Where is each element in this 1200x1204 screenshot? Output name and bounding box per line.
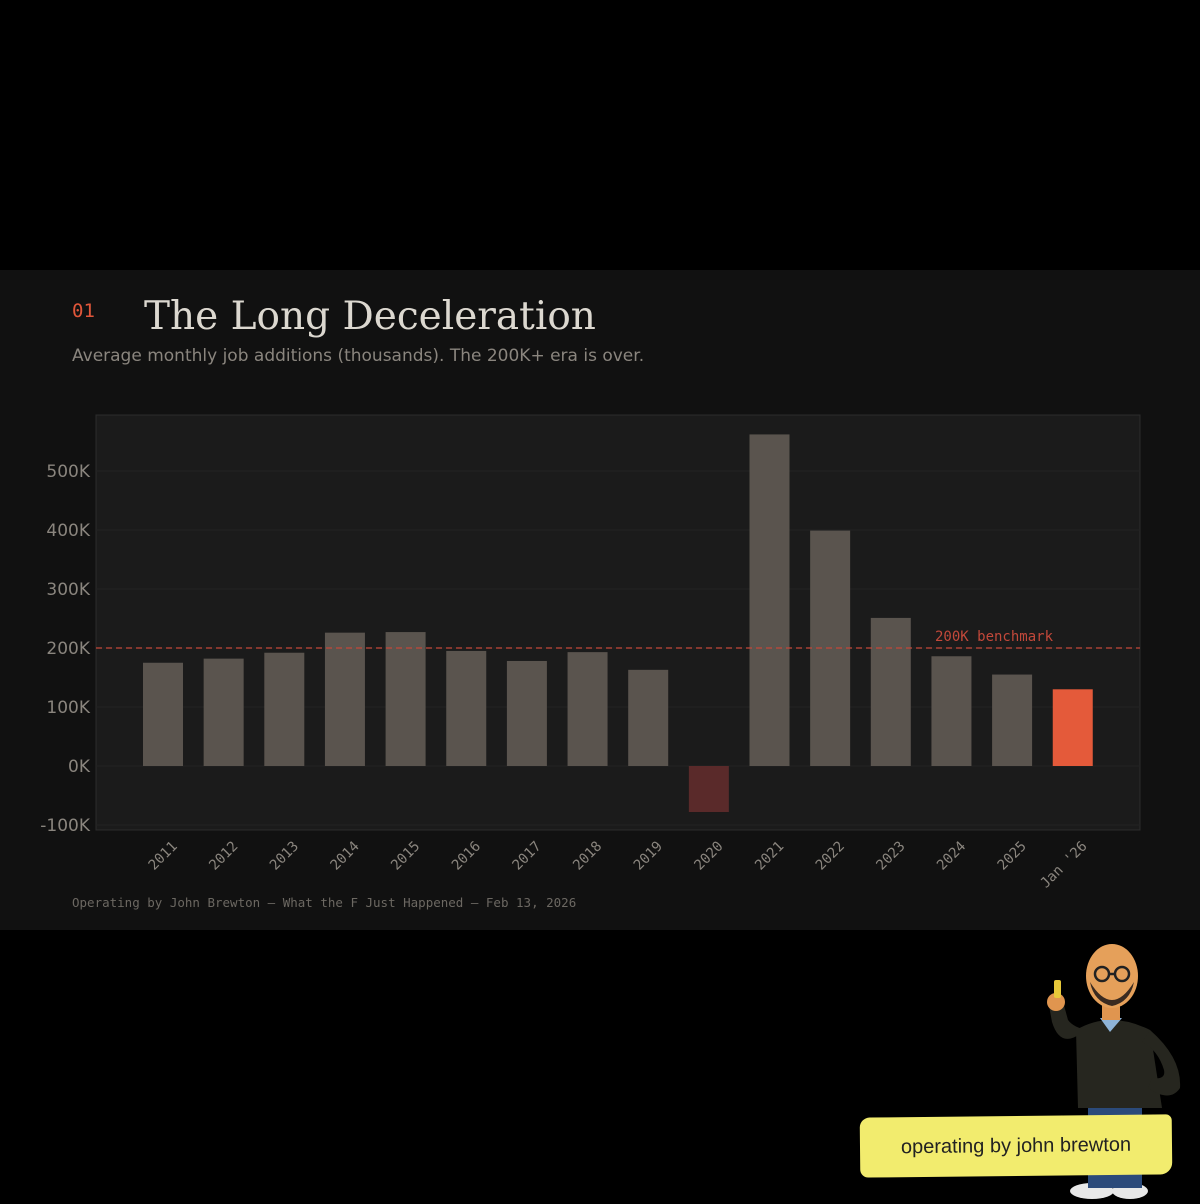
bar-2016	[446, 650, 487, 766]
plot-area	[95, 414, 1141, 831]
y-tick-label: 300K	[46, 580, 90, 600]
bar-chart: -100K 0K 100K 200K 300K 400K 500K 200K benchmar…	[40, 414, 1141, 891]
x-tick-label: 2015	[388, 838, 423, 873]
bar-2021	[749, 434, 790, 766]
x-tick-label: 2011	[146, 838, 181, 873]
badge-text: operating by john brewton	[900, 1133, 1132, 1158]
y-tick-label: 500K	[46, 462, 90, 482]
y-tick-label: 400K	[46, 521, 90, 541]
bar-2013	[264, 652, 305, 766]
x-tick-label: 2019	[631, 838, 666, 873]
x-tick-label: 2023	[873, 838, 908, 873]
chart-title: The Long Deceleration	[144, 294, 596, 339]
x-tick-label: 2020	[691, 838, 726, 873]
bar-2011	[143, 662, 183, 766]
x-tick-label: 2012	[206, 838, 241, 873]
x-tick-label: 2014	[328, 838, 363, 873]
y-tick-label: 200K	[46, 639, 90, 659]
bar-2017	[506, 660, 547, 766]
bar-2020	[688, 766, 729, 813]
bar-2018	[567, 652, 608, 766]
footer-credit: Operating by John Brewton — What the F J…	[72, 895, 577, 910]
y-tick-label: 100K	[46, 698, 90, 718]
x-tick-label: 2024	[934, 838, 969, 873]
bar-2014	[324, 632, 365, 766]
bar-2025	[992, 674, 1033, 766]
y-tick-label: 0K	[68, 757, 91, 777]
x-tick-label: 2021	[752, 838, 787, 873]
chart-subtitle: Average monthly job additions (thousands…	[72, 346, 645, 366]
author-badge: operating by john brewton	[859, 1114, 1173, 1178]
bar-jan26	[1052, 689, 1093, 766]
x-tick-label: Jan '26	[1037, 838, 1090, 891]
section-number: 01	[72, 300, 95, 322]
x-tick-label: 2017	[510, 838, 545, 873]
x-tick-label: 2022	[813, 838, 848, 873]
bar-2024	[931, 656, 972, 766]
bar-2023	[870, 617, 911, 766]
x-tick-label: 2013	[267, 838, 302, 873]
y-tick-label: -100K	[40, 816, 91, 836]
bar-2019	[628, 669, 669, 766]
bar-2015	[385, 632, 426, 766]
x-tick-label: 2018	[570, 838, 605, 873]
benchmark-label: 200K benchmark	[935, 629, 1054, 645]
x-tick-label: 2016	[449, 838, 484, 873]
x-tick-label: 2025	[995, 838, 1030, 873]
bar-2012	[203, 658, 244, 766]
